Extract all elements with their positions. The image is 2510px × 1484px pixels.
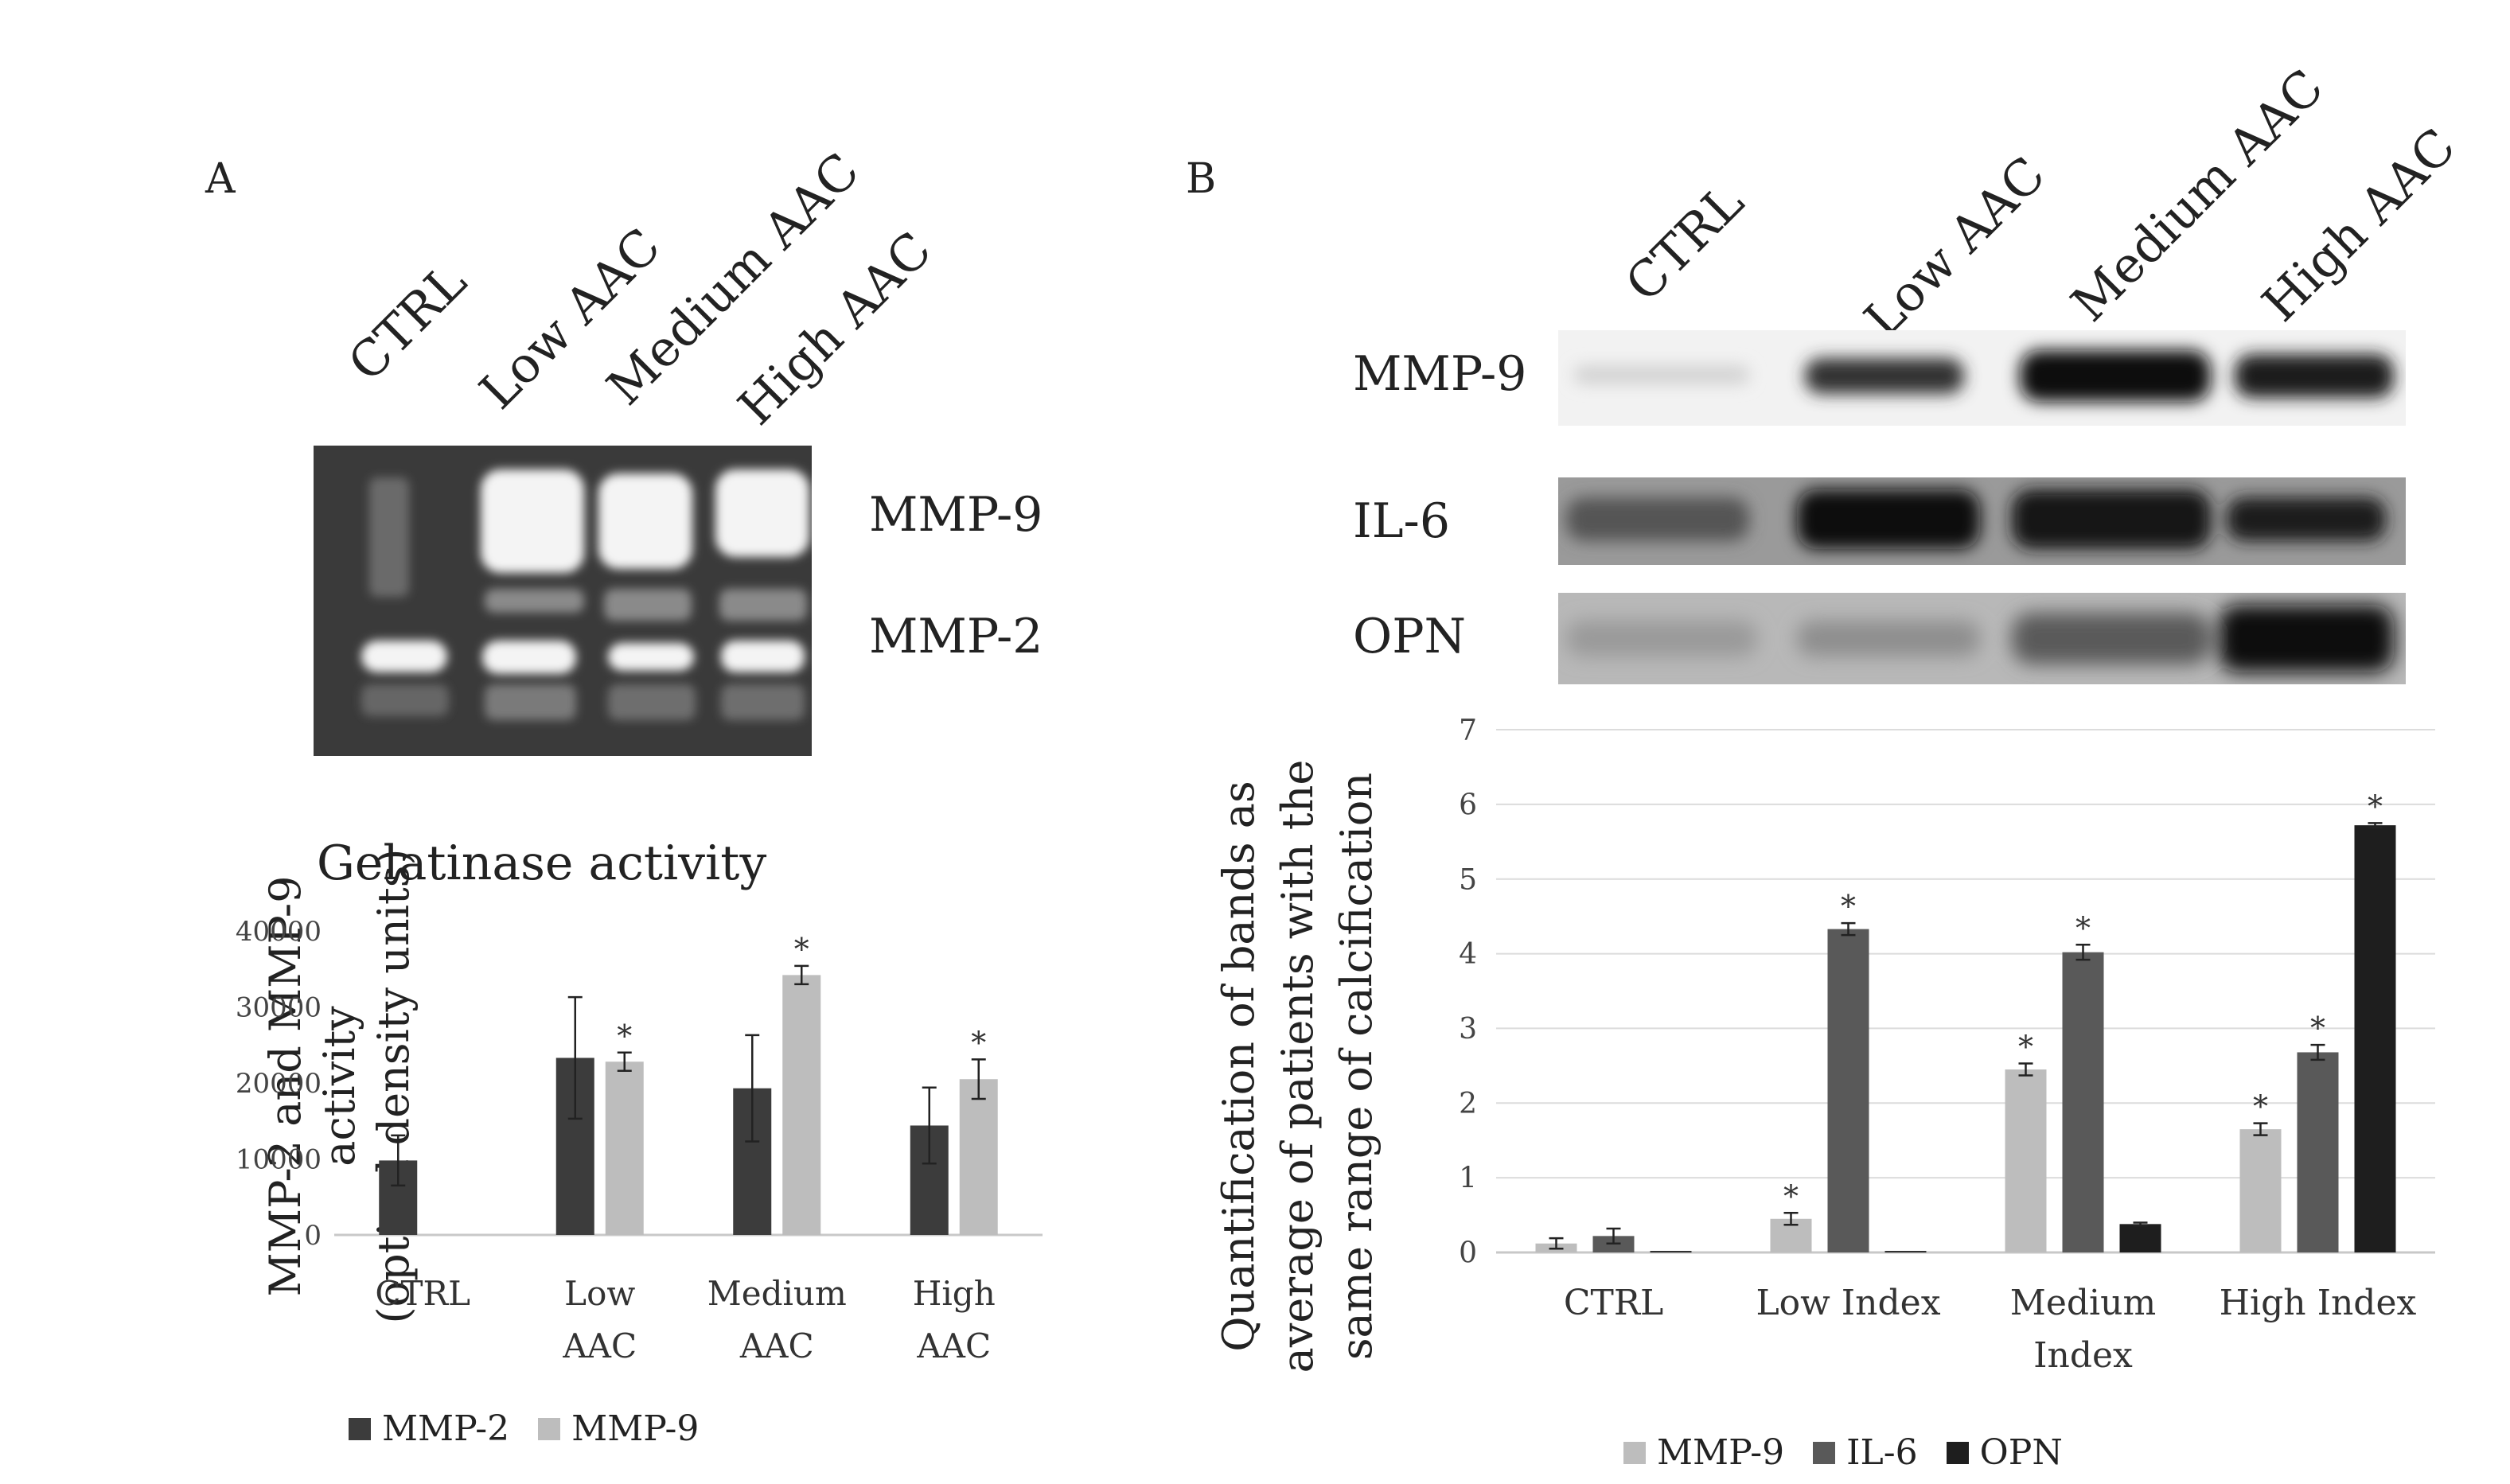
significance-star: * bbox=[2253, 1089, 2268, 1124]
bar-mmp-9 bbox=[605, 1061, 644, 1235]
western-blot-il6 bbox=[1558, 477, 2406, 565]
panel-b-lane-label: Low AAC bbox=[1853, 145, 2056, 349]
bar-il-6 bbox=[2062, 952, 2104, 1252]
y-tick-label: 0 bbox=[304, 1220, 322, 1252]
legend-item-opn: OPN bbox=[1946, 1432, 2063, 1473]
panel-a-band-label-mmp2: MMP-2 bbox=[869, 609, 1043, 664]
y-tick-label: 4 bbox=[1459, 938, 1477, 971]
panel-a-letter: A bbox=[205, 155, 236, 203]
bar-il-6 bbox=[1827, 929, 1869, 1252]
x-category-label: Low bbox=[564, 1274, 635, 1313]
y-tick-label: 30000 bbox=[236, 991, 322, 1023]
panel-b-band-label-mmp9: MMP-9 bbox=[1353, 346, 1527, 402]
bar-mmp-9 bbox=[2239, 1129, 2282, 1252]
panel-b-letter: B bbox=[1186, 155, 1217, 203]
x-category-label: High bbox=[913, 1274, 996, 1313]
significance-star: * bbox=[971, 1025, 986, 1060]
significance-star: * bbox=[2310, 1011, 2325, 1046]
significance-star: * bbox=[2018, 1030, 2033, 1065]
legend-item-mmp2: MMP-2 bbox=[349, 1408, 509, 1449]
panel-b-ylabel-line: same range of calcification bbox=[1331, 772, 1382, 1361]
panel-b-ylabel-line: Quantification of bands as bbox=[1214, 781, 1264, 1352]
legend-swatch-mmp9 bbox=[538, 1417, 561, 1440]
legend-item-mmp9: MMP-9 bbox=[1623, 1432, 1784, 1473]
legend-label-mmp9: MMP-9 bbox=[571, 1408, 700, 1449]
x-category-label: CTRL bbox=[1564, 1283, 1663, 1323]
panel-b-bar-chart: 0 1 2 3 4 5 6 7 CTRL * * Low Index * * Medium Index * * * H… bbox=[1459, 716, 2435, 1376]
legend-item-il6: IL-6 bbox=[1813, 1432, 1918, 1473]
panel-a-legend: MMP-2 MMP-9 bbox=[349, 1408, 727, 1449]
significance-star: * bbox=[2075, 910, 2091, 945]
x-category-label: Low Index bbox=[1756, 1283, 1940, 1323]
legend-swatch-mmp9 bbox=[1623, 1441, 1646, 1464]
y-tick-label: 40000 bbox=[236, 916, 322, 948]
y-tick-label: 7 bbox=[1459, 716, 1477, 747]
x-category-label: Medium bbox=[2010, 1283, 2156, 1323]
panel-b-band-label-opn: OPN bbox=[1353, 609, 1467, 664]
legend-label-opn: OPN bbox=[1979, 1432, 2063, 1473]
significance-star: * bbox=[1841, 889, 1856, 924]
legend-swatch-opn bbox=[1946, 1441, 1969, 1464]
significance-star: * bbox=[617, 1019, 632, 1054]
x-category-label: Medium bbox=[707, 1274, 847, 1313]
x-category-label: AAC bbox=[562, 1326, 637, 1365]
significance-star: * bbox=[794, 932, 809, 967]
x-category-label: AAC bbox=[739, 1326, 814, 1365]
y-tick-label: 3 bbox=[1459, 1013, 1477, 1046]
x-category-label: CTRL bbox=[375, 1274, 470, 1313]
y-tick-label: 1 bbox=[1459, 1163, 1477, 1195]
bar-mmp-9 bbox=[2005, 1069, 2047, 1252]
legend-label-il6: IL-6 bbox=[1846, 1432, 1918, 1473]
panel-b-y-axis-title: Quantification of bands as average of pa… bbox=[1210, 652, 1401, 1480]
bar-opn bbox=[1650, 1251, 1692, 1252]
y-tick-label: 20000 bbox=[236, 1068, 322, 1100]
bar-mmp-9 bbox=[782, 975, 821, 1235]
legend-label-mmp9: MMP-9 bbox=[1657, 1432, 1785, 1473]
legend-label-mmp2: MMP-2 bbox=[382, 1408, 510, 1449]
zymography-gel bbox=[314, 446, 812, 756]
legend-swatch-mmp2 bbox=[349, 1417, 371, 1440]
y-tick-label: 2 bbox=[1459, 1088, 1477, 1120]
bar-il-6 bbox=[2297, 1052, 2339, 1252]
panel-a-lane-label: CTRL bbox=[337, 251, 477, 392]
legend-item-mmp9: MMP-9 bbox=[538, 1408, 699, 1449]
bar-mmp-9 bbox=[959, 1079, 998, 1235]
panel-a-bar-chart: 0 10000 20000 30000 40000 CTRL * Low AAC * Medium A… bbox=[236, 916, 1043, 1365]
y-tick-label: 10000 bbox=[236, 1143, 322, 1175]
x-category-label: Index bbox=[2033, 1335, 2133, 1376]
bar-opn bbox=[1884, 1251, 1927, 1252]
y-tick-label: 6 bbox=[1459, 789, 1477, 821]
western-blot-mmp9 bbox=[1558, 330, 2406, 426]
x-category-label: AAC bbox=[916, 1326, 991, 1365]
panel-b-legend: MMP-9 IL-6 OPN bbox=[1623, 1432, 2091, 1473]
panel-b-band-label-il6: IL-6 bbox=[1353, 493, 1450, 549]
significance-star: * bbox=[2368, 789, 2383, 824]
panel-a-band-label-mmp9: MMP-9 bbox=[869, 487, 1043, 543]
panel-b-lane-label: CTRL bbox=[1614, 172, 1755, 313]
significance-star: * bbox=[1783, 1178, 1799, 1213]
panel-a-chart-title: Gelatinase activity bbox=[317, 835, 767, 891]
western-blot-opn bbox=[1558, 593, 2406, 684]
y-tick-label: 0 bbox=[1459, 1237, 1477, 1270]
bar-opn bbox=[2354, 825, 2396, 1252]
bar-opn bbox=[2119, 1224, 2161, 1252]
panel-b-ylabel-line: average of patients with the bbox=[1273, 759, 1323, 1373]
x-category-label: High Index bbox=[2220, 1283, 2417, 1323]
legend-swatch-il6 bbox=[1813, 1441, 1836, 1464]
y-tick-label: 5 bbox=[1459, 863, 1477, 896]
